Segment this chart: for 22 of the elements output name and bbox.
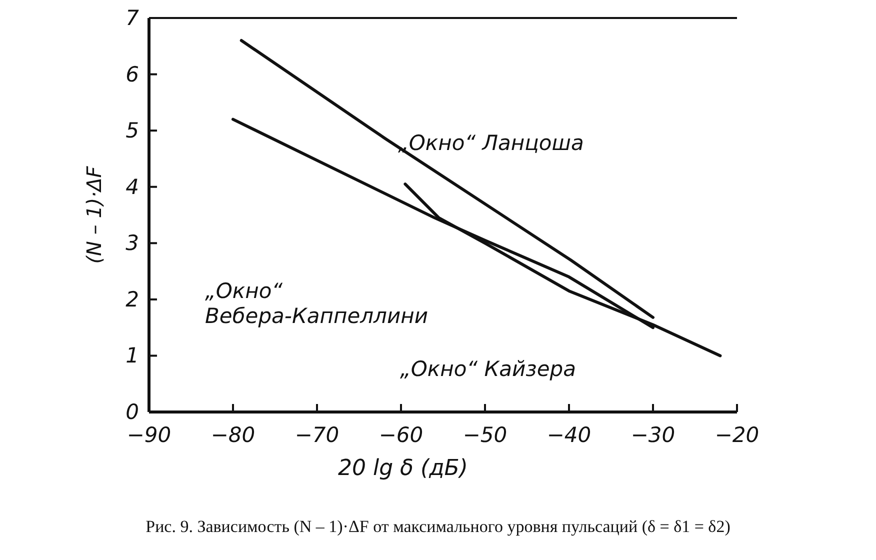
- x-tick-label: −40: [546, 423, 592, 447]
- annotation: „Окно“ Кайзера: [400, 357, 576, 381]
- y-tick-label: 1: [126, 344, 139, 368]
- x-tick-label: −70: [294, 423, 340, 447]
- x-tick-label: −30: [630, 423, 676, 447]
- x-tick-label: −20: [714, 423, 760, 447]
- y-axis-title: (N – 1)·ΔF: [82, 166, 106, 264]
- annotation: „Окно“ Вебера-Каппеллини: [205, 279, 428, 328]
- annotation: „Окно“ Ланцоша: [398, 131, 584, 155]
- y-tick-label: 3: [126, 231, 139, 256]
- y-tick-label: 4: [126, 174, 139, 199]
- x-tick-label: −90: [126, 423, 172, 447]
- x-tick-label: −80: [210, 423, 256, 447]
- x-tick-label: −60: [378, 423, 424, 447]
- x-tick-label: −50: [462, 423, 508, 447]
- y-tick-label: 6: [126, 62, 139, 86]
- y-tick-label: 5: [126, 118, 139, 143]
- y-tick-label: 7: [126, 6, 140, 30]
- y-tick-label: 2: [126, 287, 139, 312]
- x-axis-title: 20 lg δ (дБ): [338, 456, 468, 481]
- text: Рис. 9. Зависимость (N – 1)·ΔF от максимального уровня пульсаций (δ = δ1 = δ2): [146, 517, 730, 536]
- y-tick-label: 0: [126, 400, 139, 424]
